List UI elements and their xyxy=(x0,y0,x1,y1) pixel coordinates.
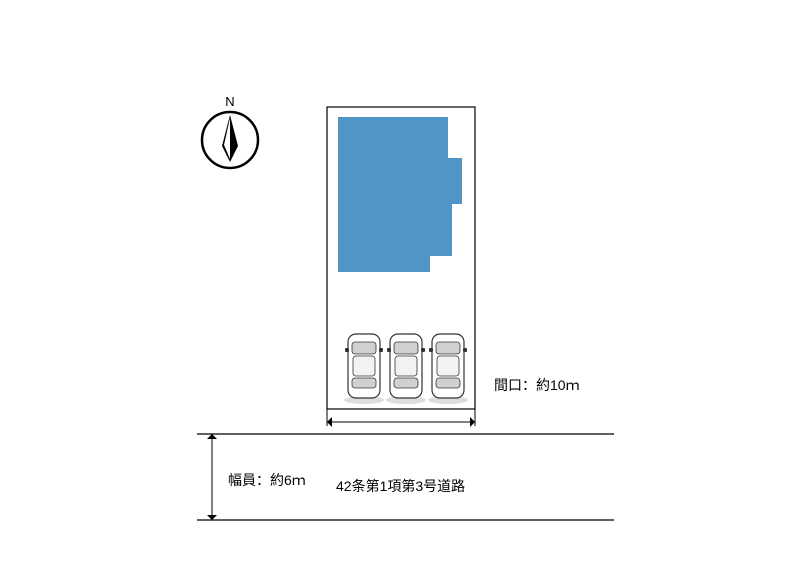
car-icon xyxy=(428,334,468,404)
frontage-label: 間口：約10ｍ xyxy=(494,375,580,395)
frontage-dimension xyxy=(327,409,475,427)
building-footprint xyxy=(338,117,462,272)
compass-n-label: N xyxy=(225,94,234,109)
road-width-dimension xyxy=(207,434,217,520)
road-name-label: 42条第1項第3号道路 xyxy=(336,476,465,496)
road-width-label: 幅員：約6ｍ xyxy=(228,470,306,490)
site-plan-diagram: N 間口：約10ｍ 幅員：約6ｍ 42条第1項第3号道路 xyxy=(0,0,807,570)
car-icon xyxy=(344,334,384,404)
compass-icon: N xyxy=(202,94,258,168)
car-icon xyxy=(386,334,426,404)
